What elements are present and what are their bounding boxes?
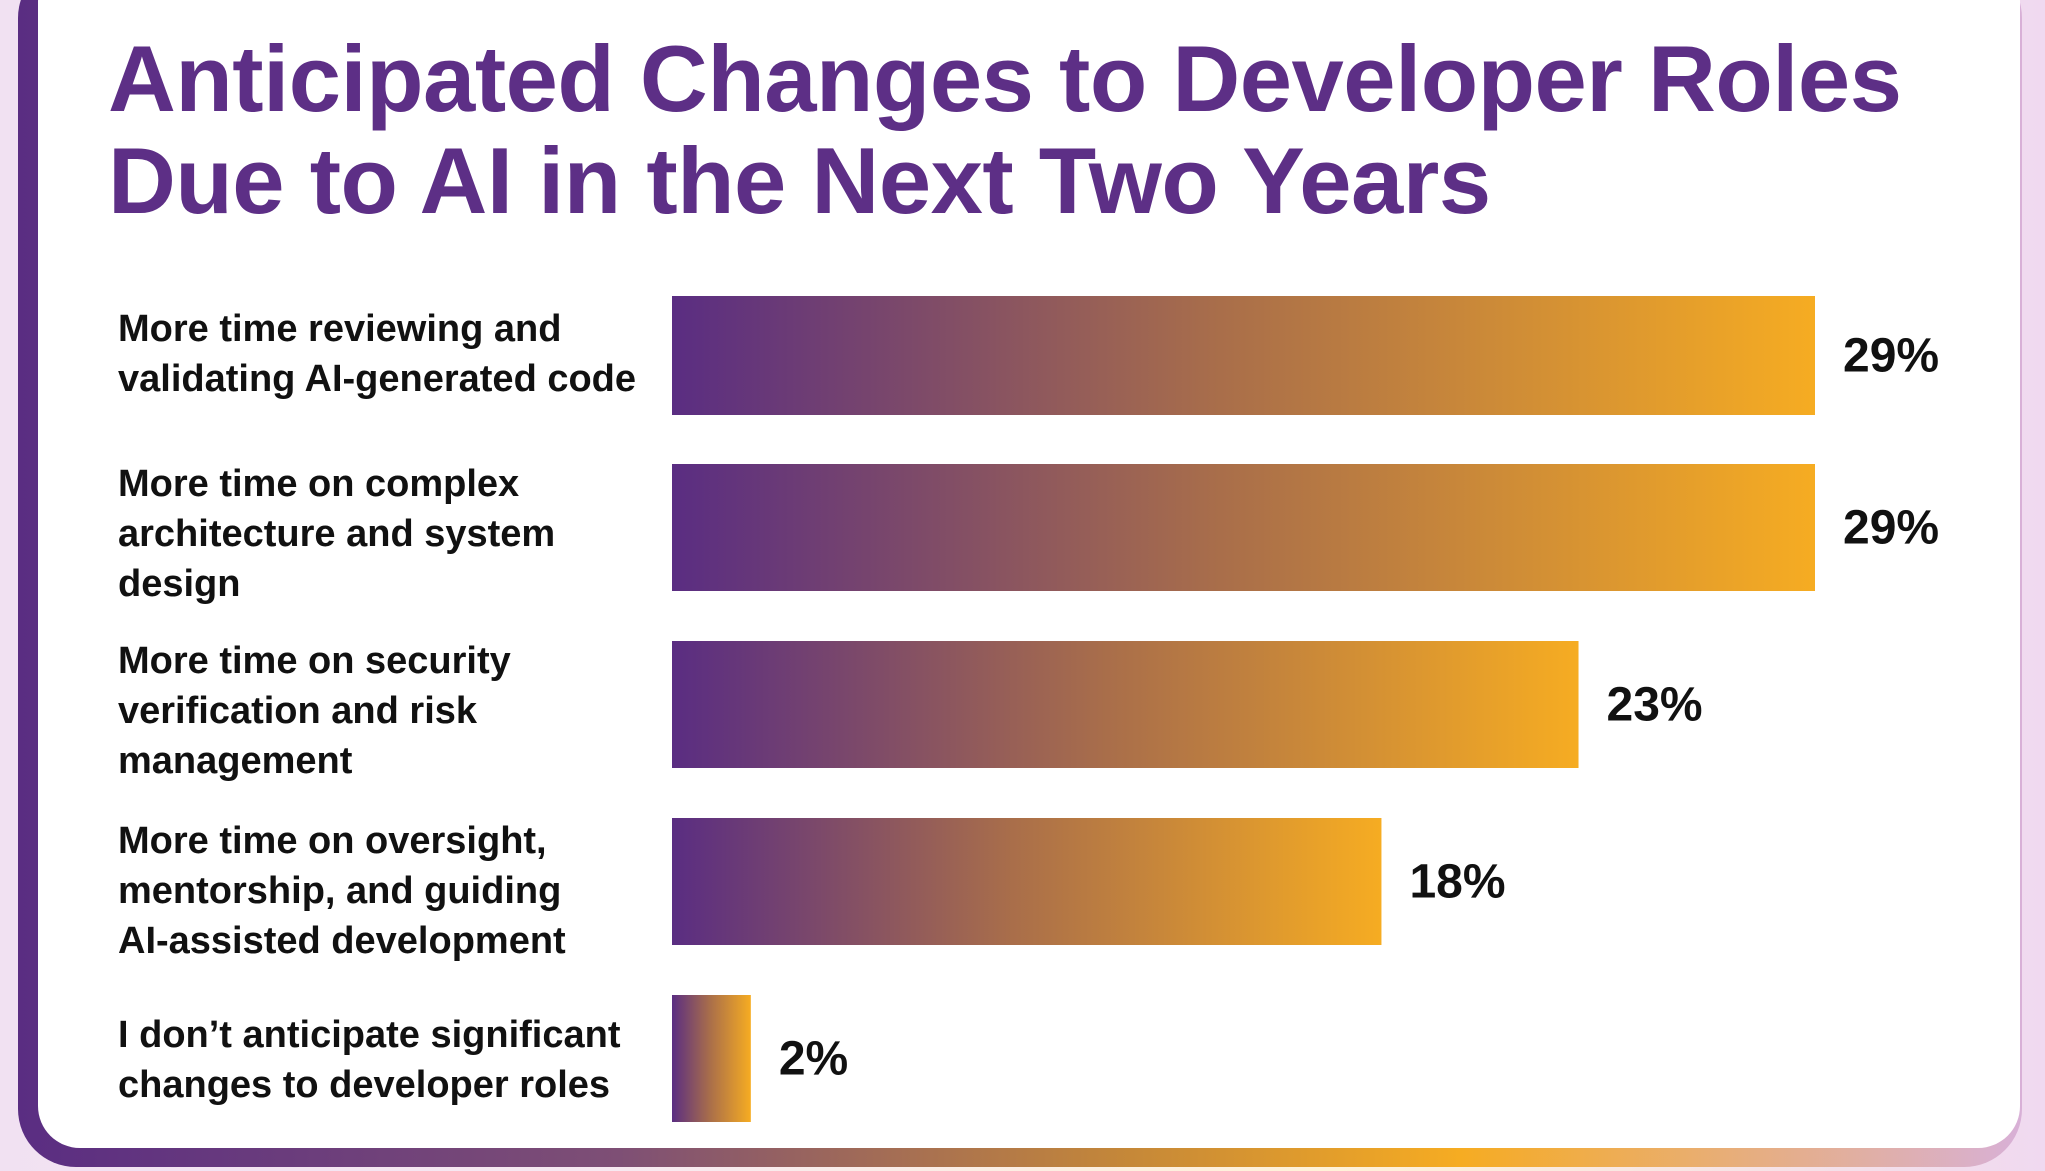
category-label-3-line-1: More time on security [118, 640, 511, 682]
category-label-2-line-2: architecture and system [118, 513, 556, 555]
chart-title-line-2: Due to AI in the Next Two Years [108, 128, 1491, 233]
category-label-5-line-1: I don’t anticipate significant [118, 1014, 621, 1056]
category-label-2: More time on complex architecture and sys… [118, 459, 678, 609]
bar-5 [672, 995, 751, 1122]
category-label-1-line-1: More time reviewing and [118, 308, 562, 350]
bar-value-label-1: 29% [1843, 330, 1939, 383]
category-label-4-line-2: mentorship, and guiding [118, 870, 562, 912]
chart-title-line-1: Anticipated Changes to Developer Roles [108, 26, 1902, 131]
bar-3 [672, 641, 1579, 768]
bar-4 [672, 818, 1382, 945]
category-label-4-line-3: AI-assisted development [118, 920, 566, 962]
category-label-3-line-3: management [118, 740, 353, 782]
category-label-3-line-2: verification and risk [118, 690, 478, 732]
category-label-5: I don’t anticipate significant changes to… [118, 1010, 678, 1110]
category-label-2-line-1: More time on complex [118, 463, 520, 505]
category-label-4-line-1: More time on oversight, [118, 820, 547, 862]
category-label-5-line-2: changes to developer roles [118, 1064, 611, 1106]
bar-value-label-4: 18% [1409, 856, 1505, 909]
bar-value-label-5: 2% [779, 1033, 848, 1086]
category-label-1-line-2: validating AI-generated code [118, 358, 637, 400]
bar-value-label-3: 23% [1607, 679, 1703, 732]
category-label-1: More time reviewing and validating AI-gen… [118, 304, 678, 404]
category-label-2-line-3: design [118, 563, 241, 605]
category-label-3: More time on security verification and ri… [118, 636, 678, 786]
category-label-4: More time on oversight, mentorship, and g… [118, 816, 678, 966]
bar-1 [672, 296, 1815, 415]
chart-title: Anticipated Changes to Developer Roles D… [108, 28, 1988, 232]
bar-value-label-2: 29% [1843, 502, 1939, 555]
bar-2 [672, 464, 1815, 591]
